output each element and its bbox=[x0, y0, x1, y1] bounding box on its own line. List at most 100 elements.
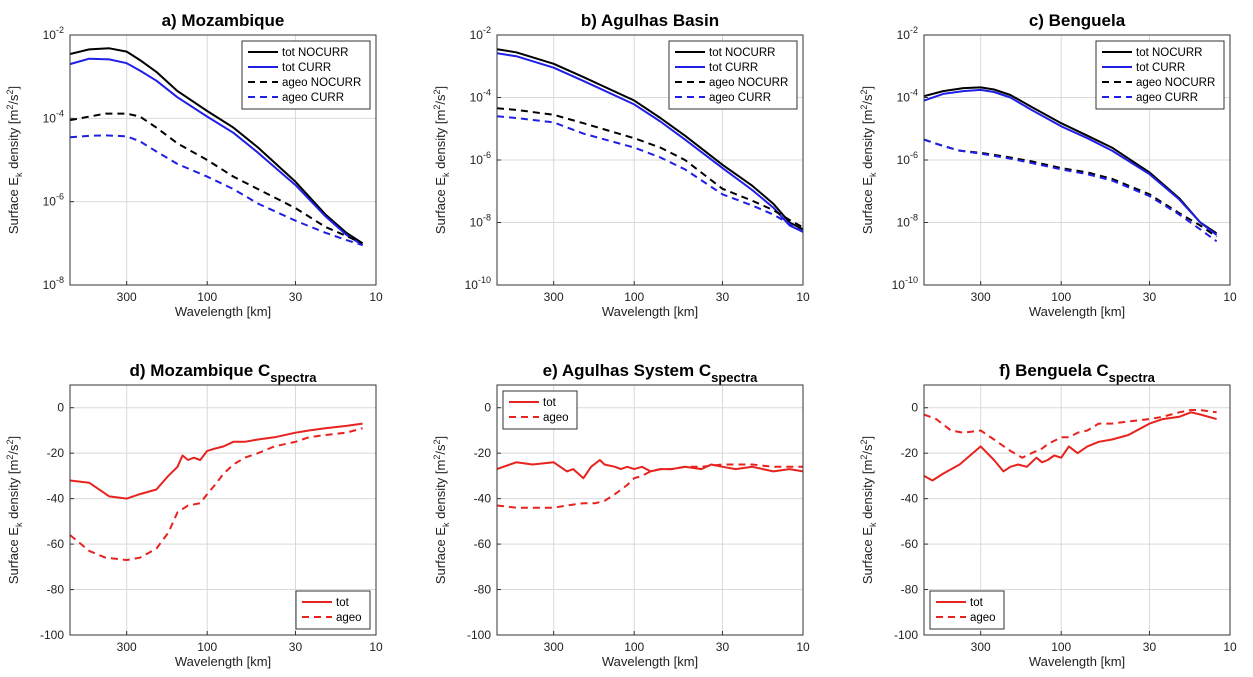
chart-title: b) Agulhas Basin bbox=[581, 11, 719, 30]
tick-base: 10 bbox=[43, 195, 57, 209]
x-tick-label: 300 bbox=[971, 640, 991, 654]
y-tick-label: 10-2 bbox=[470, 25, 491, 42]
ylabel-subscript: k bbox=[868, 172, 878, 177]
legend-label: tot CURR bbox=[709, 62, 758, 74]
title-main: b) Agulhas Basin bbox=[581, 11, 719, 30]
ylabel-prefix: Surface E bbox=[6, 527, 21, 584]
title-main: d) Mozambique C bbox=[130, 361, 271, 380]
x-axis-label: Wavelength [km] bbox=[175, 304, 271, 319]
y-tick-label: -60 bbox=[47, 537, 65, 551]
chart-title: f) Benguela Cspectra bbox=[999, 361, 1156, 385]
ylabel-end: ] bbox=[860, 86, 875, 90]
tick-exponent: -8 bbox=[483, 213, 491, 223]
x-axis-label: Wavelength [km] bbox=[1029, 304, 1125, 319]
legend-box bbox=[502, 390, 578, 430]
x-tick-label: 30 bbox=[1143, 640, 1157, 654]
tick-exponent: -4 bbox=[910, 88, 918, 98]
y-tick-label: -40 bbox=[47, 492, 65, 506]
tick-base: 10 bbox=[897, 91, 911, 105]
ylabel-superscript: 2 bbox=[5, 455, 15, 460]
y-tick-label: 10-2 bbox=[897, 25, 918, 42]
x-tick-label: 100 bbox=[197, 290, 217, 304]
ylabel-superscript: 2 bbox=[859, 455, 869, 460]
ylabel-subscript: k bbox=[441, 522, 451, 527]
tick-exponent: -2 bbox=[910, 25, 918, 35]
chart-title: e) Agulhas System Cspectra bbox=[543, 361, 759, 385]
legend-box bbox=[929, 590, 1005, 630]
legend-label: tot bbox=[336, 597, 350, 609]
ylabel-mid: density [m bbox=[433, 460, 448, 523]
x-tick-label: 30 bbox=[1143, 290, 1157, 304]
ylabel-end: ] bbox=[433, 436, 448, 440]
y-tick-label: -80 bbox=[47, 583, 65, 597]
series-line-tot bbox=[497, 459, 803, 480]
tick-base: 10 bbox=[43, 111, 57, 125]
ylabel-mid: density [m bbox=[6, 460, 21, 523]
y-tick-label: 10-8 bbox=[897, 213, 918, 230]
ylabel-superscript: 2 bbox=[859, 90, 869, 95]
legend: tot NOCURR tot CURR ageo NOCURR ageo CURR bbox=[668, 40, 798, 110]
plot-frame bbox=[69, 384, 377, 636]
tick-base: 10 bbox=[470, 216, 484, 230]
title-main: f) Benguela C bbox=[999, 361, 1109, 380]
x-tick-label: 300 bbox=[117, 290, 137, 304]
legend-label: ageo NOCURR bbox=[282, 77, 361, 89]
y-tick-label: 10-6 bbox=[43, 192, 64, 209]
tick-exponent: -10 bbox=[905, 275, 918, 285]
tick-base: 10 bbox=[897, 216, 911, 230]
legend-label: ageo CURR bbox=[282, 92, 344, 104]
x-tick-label: 10 bbox=[796, 640, 810, 654]
y-tick-label: 10-8 bbox=[470, 213, 491, 230]
tick-base: 10 bbox=[897, 28, 911, 42]
ylabel-subscript: k bbox=[14, 172, 24, 177]
ylabel-superscript: 2 bbox=[859, 105, 869, 110]
legend-label: tot NOCURR bbox=[1136, 47, 1202, 59]
legend-label: ageo bbox=[970, 612, 996, 624]
ylabel-subscript: k bbox=[868, 522, 878, 527]
x-tick-label: 300 bbox=[544, 290, 564, 304]
x-tick-label: 300 bbox=[117, 640, 137, 654]
series-line-ageo-curr bbox=[70, 134, 363, 247]
ylabel-mid: density [m bbox=[6, 110, 21, 173]
y-tick-label: -60 bbox=[901, 537, 919, 551]
y-axis-label: Surface Ek density [m2/s2] bbox=[859, 86, 878, 234]
series-line-ageo bbox=[70, 427, 363, 561]
legend-label: ageo CURR bbox=[709, 92, 771, 104]
title-main: c) Benguela bbox=[1029, 11, 1126, 30]
x-tick-label: 100 bbox=[624, 290, 644, 304]
x-tick-label: 30 bbox=[716, 290, 730, 304]
panel-d: 300 100 30 10 -100 -80 -60 -40 -20 0 d) Mozambique… bbox=[5, 361, 383, 669]
legend-label: tot CURR bbox=[1136, 62, 1185, 74]
ylabel-end: ] bbox=[433, 86, 448, 90]
tick-base: 10 bbox=[897, 153, 911, 167]
panel-f: 300 100 30 10 -100 -80 -60 -40 -20 0 f) Benguela C… bbox=[859, 361, 1237, 669]
y-tick-label: 10-10 bbox=[892, 275, 918, 292]
y-tick-label: 10-2 bbox=[43, 25, 64, 42]
y-tick-label: -100 bbox=[894, 628, 918, 642]
tick-exponent: -6 bbox=[910, 150, 918, 160]
plot-frame bbox=[923, 384, 1231, 636]
ylabel-superscript: 2 bbox=[432, 90, 442, 95]
x-tick-label: 300 bbox=[971, 290, 991, 304]
x-tick-label: 10 bbox=[369, 290, 383, 304]
legend: tot NOCURR tot CURR ageo NOCURR ageo CURR bbox=[1095, 40, 1225, 110]
ylabel-end: ] bbox=[860, 436, 875, 440]
tick-exponent: -8 bbox=[56, 275, 64, 285]
ylabel-superscript: 2 bbox=[432, 455, 442, 460]
y-tick-label: 0 bbox=[484, 401, 491, 415]
legend-label: ageo bbox=[543, 412, 569, 424]
title-subscript: spectra bbox=[270, 370, 317, 385]
tick-exponent: -2 bbox=[56, 25, 64, 35]
ylabel-prefix: Surface E bbox=[433, 177, 448, 234]
ylabel-prefix: Surface E bbox=[860, 527, 875, 584]
title-main: e) Agulhas System C bbox=[543, 361, 711, 380]
panel-e: 300 100 30 10 -100 -80 -60 -40 -20 0 e) Agulhas Sy… bbox=[432, 361, 810, 669]
legend-label: ageo bbox=[336, 612, 362, 624]
legend-label: tot NOCURR bbox=[282, 47, 348, 59]
x-tick-label: 300 bbox=[544, 640, 564, 654]
plot-frame bbox=[69, 34, 377, 286]
tick-base: 10 bbox=[43, 278, 57, 292]
